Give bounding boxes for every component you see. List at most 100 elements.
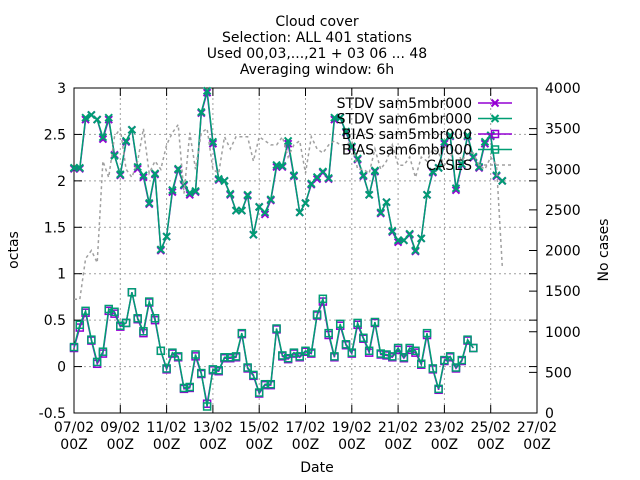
- data-point: [260, 210, 270, 219]
- x-tick-label-time: 00Z: [338, 437, 365, 453]
- data-point: [469, 343, 478, 353]
- title-line-1: Cloud cover: [275, 14, 359, 30]
- y-axis-label: octas: [6, 231, 22, 269]
- legend-marker: [490, 145, 500, 154]
- y2-tick-label: 2500: [545, 203, 581, 219]
- data-point: [417, 359, 426, 369]
- x-tick-label: 21/02: [378, 420, 418, 436]
- data-point: [364, 346, 374, 356]
- data-point: [249, 230, 258, 239]
- data-point: [179, 383, 189, 393]
- data-point: [347, 348, 357, 357]
- data-point: [231, 352, 241, 361]
- data-point: [301, 346, 310, 356]
- y-tick-label: 1.5: [44, 220, 66, 236]
- data-point: [295, 208, 304, 217]
- data-point: [254, 388, 264, 397]
- x-tick-label-time: 00Z: [431, 437, 458, 453]
- data-point: [110, 151, 119, 160]
- data-point: [202, 402, 212, 411]
- x-tick-label-time: 00Z: [199, 437, 226, 453]
- data-point: [75, 320, 85, 330]
- data-point: [498, 176, 507, 186]
- series-bias-sam6mbr000: [69, 288, 478, 411]
- data-point: [318, 167, 328, 176]
- series-line: [74, 122, 504, 301]
- y2-axis-label: No cases: [596, 219, 612, 282]
- data-point: [208, 365, 218, 374]
- data-point: [283, 353, 293, 363]
- data-point: [301, 198, 310, 208]
- x-tick-label: 13/02: [193, 420, 233, 436]
- data-point: [445, 131, 455, 140]
- data-point: [457, 159, 466, 169]
- legend-label: STDV sam5mbr000: [337, 96, 472, 112]
- data-point: [127, 125, 137, 134]
- y-tick-label: 1: [57, 267, 66, 283]
- data-point: [370, 317, 380, 327]
- x-tick-label: 17/02: [285, 420, 325, 436]
- y2-tick-label: 4000: [545, 81, 581, 97]
- y-tick-label: 0.5: [44, 313, 66, 329]
- data-point: [388, 226, 397, 236]
- data-point: [405, 229, 414, 238]
- legend-entry: STDV sam6mbr000: [337, 112, 512, 128]
- y-tick-label: 3: [57, 81, 66, 97]
- data-point: [266, 195, 275, 204]
- x-tick-label-time: 00Z: [245, 437, 272, 453]
- data-point: [341, 127, 351, 136]
- legend-marker: [490, 98, 500, 108]
- x-tick-label-time: 00Z: [523, 437, 550, 453]
- data-point: [434, 384, 443, 394]
- x-tick-label-time: 00Z: [107, 437, 134, 453]
- data-point: [336, 113, 345, 122]
- data-point: [139, 171, 148, 180]
- data-point: [75, 163, 84, 173]
- data-point: [353, 318, 362, 328]
- x-tick-label-time: 00Z: [384, 437, 411, 453]
- data-point: [428, 167, 438, 176]
- grid: [74, 88, 537, 413]
- data-point: [156, 346, 166, 356]
- data-point: [359, 171, 368, 180]
- data-point: [162, 364, 171, 373]
- x-tick-label: 07/02: [54, 420, 94, 436]
- y2-tick-label: 1000: [545, 325, 581, 341]
- data-point: [382, 198, 391, 207]
- data-point: [295, 352, 304, 361]
- x-tick-label: 19/02: [332, 420, 372, 436]
- data-point: [214, 174, 223, 184]
- data-point: [208, 137, 218, 147]
- data-point: [150, 169, 160, 178]
- y2-tick-label: 1500: [545, 284, 581, 300]
- x-axis-label: Date: [300, 460, 333, 476]
- data-point: [399, 236, 409, 245]
- data-point: [220, 353, 229, 362]
- data-point: [104, 113, 113, 122]
- y2-tick-label: 2000: [545, 244, 581, 260]
- title-line-3: Used 00,03,...,21 + 03 06 ... 48: [207, 46, 427, 62]
- data-point: [145, 198, 154, 208]
- data-point: [220, 176, 229, 186]
- data-point: [278, 161, 287, 171]
- y-tick-label: 2.5: [44, 127, 66, 143]
- data-point: [69, 342, 79, 352]
- legend-label: STDV sam6mbr000: [337, 112, 472, 128]
- data-point: [133, 314, 142, 323]
- data-point: [81, 113, 90, 122]
- data-point: [457, 355, 467, 365]
- data-point: [214, 366, 223, 375]
- data-point: [370, 166, 380, 175]
- legend-entry: STDV sam5mbr000: [337, 96, 512, 112]
- data-point: [451, 184, 461, 193]
- x-tick-label: 27/02: [517, 420, 557, 436]
- data-point: [388, 352, 397, 361]
- series-stdv-sam6mbr000: [69, 86, 507, 255]
- data-point: [98, 347, 108, 356]
- legend-entry: CASES: [426, 158, 512, 174]
- data-point: [422, 328, 432, 338]
- data-point: [260, 379, 270, 389]
- data-point: [226, 353, 235, 362]
- legend-marker: [490, 114, 500, 123]
